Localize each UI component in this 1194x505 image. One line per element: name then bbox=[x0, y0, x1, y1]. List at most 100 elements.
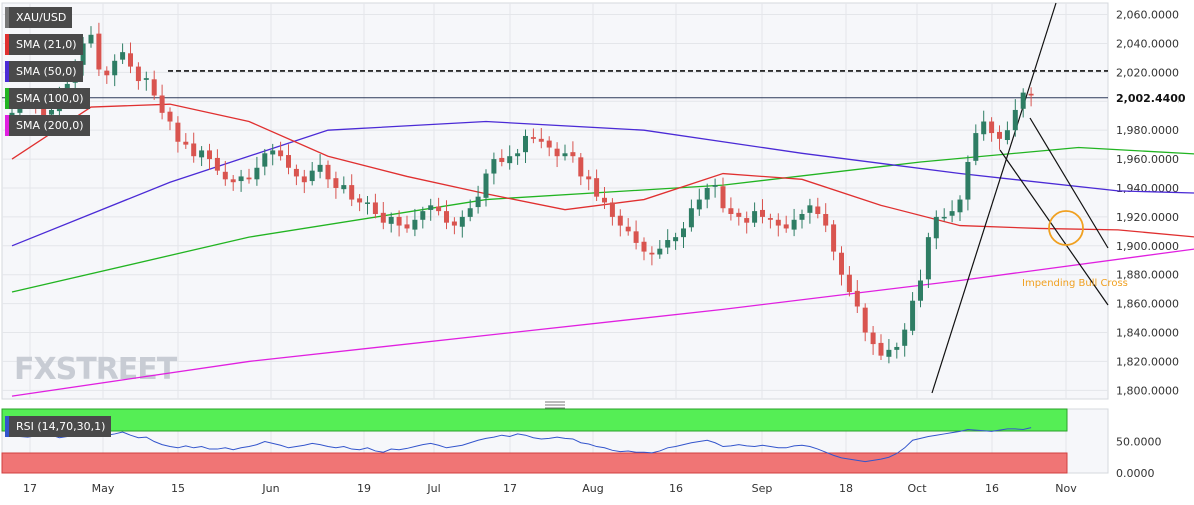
candle-body bbox=[989, 121, 995, 134]
candle-body bbox=[523, 135, 528, 153]
candle-body bbox=[918, 280, 923, 301]
x-axis-label: Aug bbox=[582, 482, 603, 495]
candle-body bbox=[499, 157, 505, 162]
candle-body bbox=[214, 157, 220, 171]
legend-swatch bbox=[5, 115, 9, 136]
candle-body bbox=[688, 208, 694, 228]
rsi-tick-label: 50.0000 bbox=[1116, 436, 1162, 449]
candle-body bbox=[633, 231, 639, 243]
x-axis-label: Jun bbox=[261, 482, 279, 495]
legend-rsi[interactable]: RSI (14,70,30,1) bbox=[5, 416, 112, 437]
candle-body bbox=[760, 209, 765, 217]
candle-body bbox=[278, 150, 284, 157]
candle-body bbox=[594, 178, 600, 197]
candle-body bbox=[96, 33, 102, 70]
candle-body bbox=[933, 216, 939, 239]
sma50-line bbox=[11, 120, 1194, 247]
lower-channel-line bbox=[999, 149, 1109, 306]
legend-sma200[interactable]: SMA (200,0) bbox=[5, 115, 90, 136]
legend-swatch bbox=[5, 88, 9, 109]
legend-sma50-label: SMA (50,0) bbox=[16, 65, 77, 78]
price-panel-bg bbox=[1, 2, 1109, 400]
candle-body bbox=[973, 133, 979, 161]
price-tick-label: 1,940.0000 bbox=[1116, 182, 1179, 195]
candle-body bbox=[965, 161, 971, 200]
candle-body bbox=[625, 226, 631, 232]
x-axis-label: 15 bbox=[171, 482, 185, 495]
x-axis-label: 16 bbox=[985, 482, 999, 495]
candle-body bbox=[428, 205, 434, 210]
candle-body bbox=[49, 109, 54, 115]
candle-body bbox=[396, 216, 402, 226]
candle-body bbox=[941, 216, 947, 219]
candle-body bbox=[562, 153, 568, 157]
sma21-line bbox=[11, 103, 1194, 238]
candle-body bbox=[546, 140, 552, 148]
candle-body bbox=[870, 332, 876, 345]
candle-body bbox=[238, 176, 244, 182]
candle-body bbox=[325, 164, 331, 180]
price-tick-label: 1,800.0000 bbox=[1116, 384, 1179, 397]
rsi-oversold-zone bbox=[1, 452, 1068, 474]
candle-body bbox=[112, 60, 118, 76]
candle-body bbox=[254, 167, 260, 180]
watermark-fxstreet: FXSTREET bbox=[14, 352, 178, 387]
candle-body bbox=[997, 131, 1002, 139]
candle-body bbox=[357, 198, 363, 203]
legend-sma21[interactable]: SMA (21,0) bbox=[5, 34, 83, 55]
candle-body bbox=[365, 202, 370, 204]
x-axis-label: 18 bbox=[839, 482, 853, 495]
candle-body bbox=[949, 211, 955, 216]
candle-body bbox=[349, 185, 355, 200]
x-axis-label: Nov bbox=[1055, 482, 1077, 495]
candle-body bbox=[799, 214, 805, 220]
x-axis-label: 16 bbox=[669, 482, 683, 495]
candle-body bbox=[641, 241, 647, 252]
candle-body bbox=[649, 252, 655, 255]
candle-body bbox=[910, 300, 916, 331]
candle-body bbox=[436, 206, 442, 212]
x-axis-label: Oct bbox=[907, 482, 927, 495]
candle-body bbox=[341, 185, 347, 190]
legend-swatch bbox=[5, 7, 9, 28]
price-tick-label: 1,860.0000 bbox=[1116, 298, 1179, 311]
candle-body bbox=[199, 150, 205, 158]
candle-body bbox=[1028, 93, 1034, 96]
candle-body bbox=[41, 107, 47, 116]
candle-body bbox=[712, 185, 718, 187]
x-axis-label: Jul bbox=[426, 482, 440, 495]
legend-swatch bbox=[5, 61, 9, 82]
candle-body bbox=[80, 43, 86, 65]
candle-body bbox=[270, 150, 276, 155]
candle-body bbox=[925, 237, 931, 280]
bull-cross-circle bbox=[1048, 210, 1084, 246]
candle-body bbox=[246, 177, 252, 180]
candle-body bbox=[467, 208, 473, 217]
candle-body bbox=[301, 176, 307, 183]
rising-trendline bbox=[931, 2, 1057, 394]
legend-symbol-label: XAU/USD bbox=[16, 11, 67, 24]
candle-body bbox=[483, 173, 489, 198]
candle-body bbox=[807, 205, 813, 213]
legend-sma100[interactable]: SMA (100,0) bbox=[5, 88, 90, 109]
legend-symbol[interactable]: XAU/USD bbox=[5, 7, 73, 28]
legend-sma50[interactable]: SMA (50,0) bbox=[5, 61, 83, 82]
candle-body bbox=[981, 121, 987, 135]
candle-body bbox=[736, 212, 742, 217]
candle-body bbox=[957, 199, 963, 213]
candle-body bbox=[317, 164, 323, 172]
sma200-line bbox=[11, 248, 1194, 397]
candle-body bbox=[783, 224, 789, 229]
candle-body bbox=[167, 111, 173, 122]
candle-body bbox=[459, 216, 465, 227]
candle-body bbox=[135, 66, 141, 82]
price-tick-label: 1,880.0000 bbox=[1116, 269, 1179, 282]
candle-body bbox=[752, 211, 758, 223]
candle-body bbox=[412, 219, 418, 230]
candle-body bbox=[878, 342, 884, 356]
candle-body bbox=[175, 122, 181, 142]
candle-body bbox=[286, 155, 291, 168]
price-tick-label: 1,900.0000 bbox=[1116, 240, 1179, 253]
candle-body bbox=[1012, 109, 1018, 131]
